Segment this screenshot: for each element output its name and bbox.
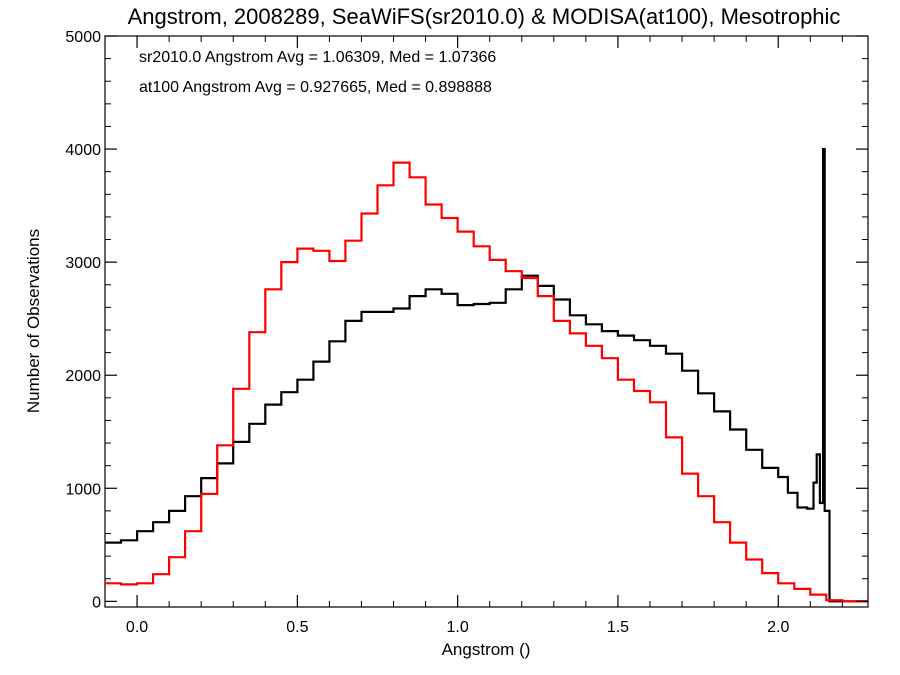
- plot-frame: [104, 35, 869, 608]
- series-line-1: [105, 161, 868, 603]
- x-tick-label: 2.0: [767, 619, 789, 636]
- chart-title: Angstrom, 2008289, SeaWiFS(sr2010.0) & M…: [128, 4, 841, 29]
- x-tick-label: 1.0: [447, 619, 469, 636]
- stats-annotation-at100: at100 Angstrom Avg = 0.927665, Med = 0.8…: [139, 79, 492, 96]
- x-tick-label: 0.0: [126, 619, 148, 636]
- y-tick-label: 2000: [65, 368, 101, 385]
- x-tick-label: 0.5: [286, 619, 308, 636]
- y-tick-label: 3000: [65, 255, 101, 272]
- y-axis-label: Number of Observations: [24, 229, 43, 413]
- y-tick-label: 1000: [65, 481, 101, 498]
- x-tick-label: 1.5: [607, 619, 629, 636]
- series-line-0: [105, 148, 868, 603]
- y-tick-label: 4000: [65, 142, 101, 159]
- series-layer: [105, 148, 868, 603]
- axis-layer: 0.0 0.5 1.0 1.5 2.0 0 1000 2000 3000 4000 5000: [65, 29, 868, 636]
- stats-annotation-sr2010: sr2010.0 Angstrom Avg = 1.06309, Med = 1…: [139, 49, 496, 66]
- y-tick-label: 5000: [65, 29, 101, 46]
- y-tick-label: 0: [92, 594, 101, 611]
- x-axis-label: Angstrom (): [442, 640, 531, 659]
